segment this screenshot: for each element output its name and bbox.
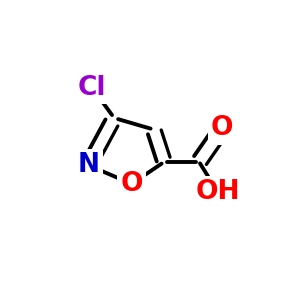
Text: N: N — [78, 152, 100, 178]
Text: Cl: Cl — [78, 75, 106, 101]
Text: O: O — [120, 171, 143, 197]
Text: OH: OH — [195, 179, 240, 205]
Text: O: O — [211, 116, 234, 141]
